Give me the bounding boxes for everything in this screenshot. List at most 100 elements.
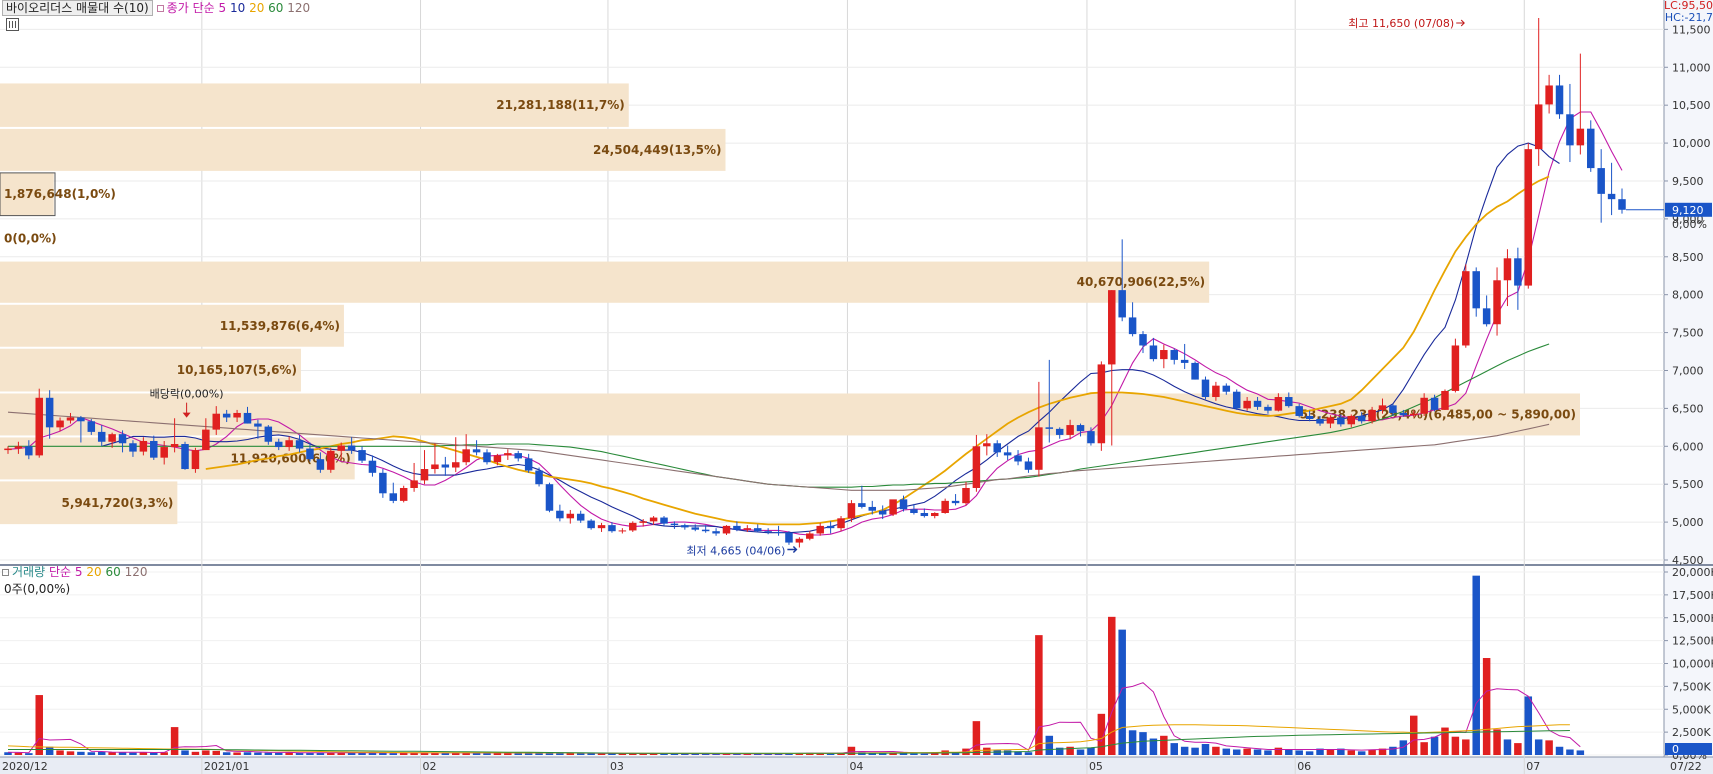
volume-profile-zone [0,348,301,392]
volume-bar [951,752,960,755]
volume-bar [524,752,533,755]
candle-body [129,443,137,452]
volume-bar [1451,736,1460,755]
volume-profile-zone [0,393,1580,436]
volume-bar [1055,747,1064,755]
volume-bar [753,753,762,755]
candle-body [410,480,418,488]
volume-ma-line-60 [8,730,1570,754]
ma-legend-60: 60 [268,1,284,15]
volume-bar [35,695,43,755]
volume-bar [556,753,564,755]
volume-last-tag [1665,743,1712,755]
candle-body [806,533,814,539]
volume-bar [368,752,377,755]
candle-body [743,528,752,530]
volume-bar [1253,749,1262,755]
candle-body [170,444,179,448]
volume-bar [493,752,502,755]
candle-body [1472,271,1480,309]
candle-body [910,509,918,514]
volume-bar [660,753,668,755]
price-tick-label: 8,000 [1672,289,1704,302]
volume-bar [826,753,835,755]
candle-body [1128,317,1137,335]
candle-body [1618,199,1626,210]
price-tick-label: 6,000 [1672,440,1704,453]
candle-body [1399,412,1408,416]
stock-title[interactable]: 바이오리더스 매물대 수(10) [2,0,153,16]
volume-bar [1170,743,1178,755]
hc-value: HC:-21,7 [1664,11,1713,24]
volume-bar [983,747,991,755]
candle-body [66,417,75,421]
legend-square-icon [2,568,9,576]
candle-body [1503,258,1512,281]
volume-bar [1566,749,1574,755]
volume-profile-label: 10,165,107(5,6%) [177,363,297,377]
volume-bar [899,753,908,755]
volume-ma-legend-20: 20 [86,565,102,579]
volume-bar [285,752,293,755]
x-tick-label: 2020/12 [2,760,48,773]
volume-bar [108,752,116,755]
volume-ma-legend-60: 60 [105,565,121,579]
candle-body [962,487,970,504]
candle-body [951,500,960,504]
candle-body [150,440,158,458]
candle-body [795,538,804,543]
candle-body [483,452,491,463]
volume-bar [545,752,554,755]
volume-chart-header: 거래량 단순 5 20 60 120 [2,565,147,579]
volume-bar [25,753,33,755]
volume-bar [1357,751,1366,755]
candle-body [1441,390,1449,410]
volume-bar [264,752,273,755]
candle-body [327,450,335,470]
x-tick-label: 02 [423,760,437,773]
volume-profile-label: 1,876,648(1,0%) [4,187,116,201]
candle-body [670,523,679,526]
candle-body [347,445,356,451]
volume-tick-label: 15,000K [1672,612,1713,625]
table-toggle-icon[interactable] [6,18,19,31]
candle-body [889,499,897,515]
volume-legend-label: 거래량 [12,565,46,579]
volume-profile-zone [0,481,178,525]
lc-value: LC:95,50 [1663,0,1713,12]
volume-bar [1191,747,1199,755]
volume-profile-label: 5,941,720(3,3%) [62,496,174,510]
price-tick-label: 5,500 [1672,478,1704,491]
candle-body [1514,258,1522,286]
volume-profile-marker [0,172,56,217]
price-tick-label: 5,000 [1672,516,1704,529]
ex-dividend-arrow-icon [182,412,191,418]
volume-bar [1420,742,1428,755]
candle-body [826,525,835,529]
candle-body [431,464,439,470]
volume-bar [1264,750,1272,755]
x-tick-label: 04 [849,760,863,773]
candle-body [1170,350,1178,360]
volume-ma-legend-5: 5 [74,565,83,579]
volume-bar [535,752,543,755]
candle-body [1253,400,1262,407]
volume-bar [847,746,856,755]
ex-dividend-annotation: 배당락(0,00%) [150,388,224,401]
volume-bar [181,750,189,755]
volume-bar [212,750,221,755]
volume-tick-label: 12,500K [1672,635,1713,648]
candle-body [774,531,783,533]
volume-bar [1316,748,1324,755]
volume-bar [1368,749,1376,755]
price-tick-label: 9,500 [1672,175,1704,188]
volume-bar [1326,749,1335,755]
volume-bar [722,753,731,755]
candle-body [847,503,856,519]
volume-bar [399,752,408,755]
volume-bar [1534,739,1543,755]
candle-body [514,453,522,459]
volume-bar [649,753,658,755]
candle-body [452,462,460,468]
